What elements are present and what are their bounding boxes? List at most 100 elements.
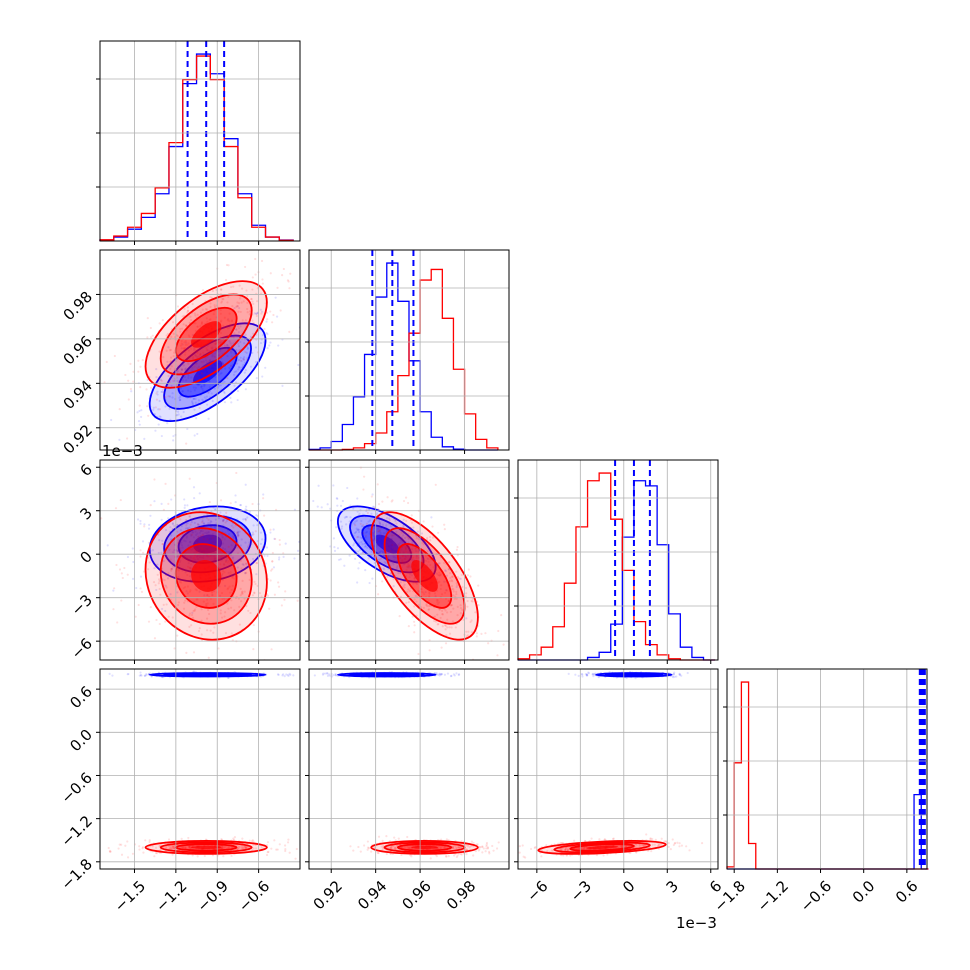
red-point [230,632,233,635]
red-point [269,579,272,582]
blue-point [183,506,186,509]
red-point [405,519,408,522]
blue-point [228,340,231,343]
blue-point [367,520,370,523]
red-point [198,627,201,630]
red-point [238,284,241,287]
red-contour [159,293,253,376]
blue-contour [614,672,654,677]
blue-point [584,673,587,676]
red-point [220,301,223,304]
red-point [201,289,205,292]
blue-point [221,535,224,538]
red-point [214,548,217,551]
red-point [455,592,458,596]
blue-point [206,403,209,406]
red-point [213,304,216,307]
red-point [188,590,191,593]
red-point [224,611,227,614]
red-point [280,604,283,607]
red-point [196,538,200,541]
red-point [377,502,381,506]
red-point [241,846,244,849]
red-point [444,597,448,600]
blue-point [193,559,197,562]
red-point [178,540,181,544]
blue-point [210,520,213,523]
red-point [230,355,233,358]
blue-point [207,531,210,534]
blue-point [406,554,410,557]
red-point [219,499,223,502]
blue-point [360,541,363,544]
red-point [187,362,190,365]
red-point [363,428,365,430]
red-point [269,528,272,531]
blue-point [235,348,238,352]
red-point [459,606,463,610]
blue-point [321,673,325,676]
red-point [363,844,366,847]
blue-point [228,326,231,329]
red-point [155,398,159,401]
red-point [426,604,429,608]
blue-point [201,389,205,393]
red-point [112,608,115,611]
red-point [282,552,285,555]
red-point [205,348,208,351]
red-point [471,597,474,600]
blue-point [168,395,172,398]
blue-point [395,566,398,569]
red-point [415,600,418,603]
blue-contour [177,672,238,677]
blue-point [222,563,226,566]
red-point [732,839,734,841]
red-point [455,855,458,859]
red-point [214,342,217,346]
red-point [143,525,146,528]
red-point [155,852,159,855]
blue-point [189,566,192,569]
blue-point [322,672,325,675]
red-point [260,312,263,315]
blue-point [235,328,238,331]
red-point [439,574,442,577]
red-point [477,584,480,587]
red-point [381,839,384,842]
red-point [158,580,161,583]
red-point [189,845,192,848]
red-point [242,300,245,303]
blue-point [244,388,247,391]
red-point [413,624,416,627]
red-point [170,847,174,850]
red-point [427,560,430,563]
red-point [166,364,169,367]
blue-point [177,410,180,413]
blue-point [388,517,391,520]
blue-point [238,366,241,369]
red-point [224,278,228,282]
red-point [221,519,225,522]
red-point [167,502,170,505]
blue-point [313,674,316,677]
red-point [393,846,396,850]
red-point [436,623,439,626]
red-point [149,326,152,330]
red-point [208,500,211,504]
red-point [172,846,175,849]
red-point [510,654,512,656]
red-point [169,362,172,365]
blue-point [197,365,200,368]
blue-point [244,572,247,575]
blue-point [187,374,190,377]
blue-point [332,537,336,540]
red-point [427,599,430,602]
red-point [409,526,412,529]
red-point [129,387,133,391]
red-point [100,517,103,520]
red-point [200,608,203,611]
blue-point [157,551,160,555]
red-point [239,587,242,590]
blue-point [249,335,252,338]
